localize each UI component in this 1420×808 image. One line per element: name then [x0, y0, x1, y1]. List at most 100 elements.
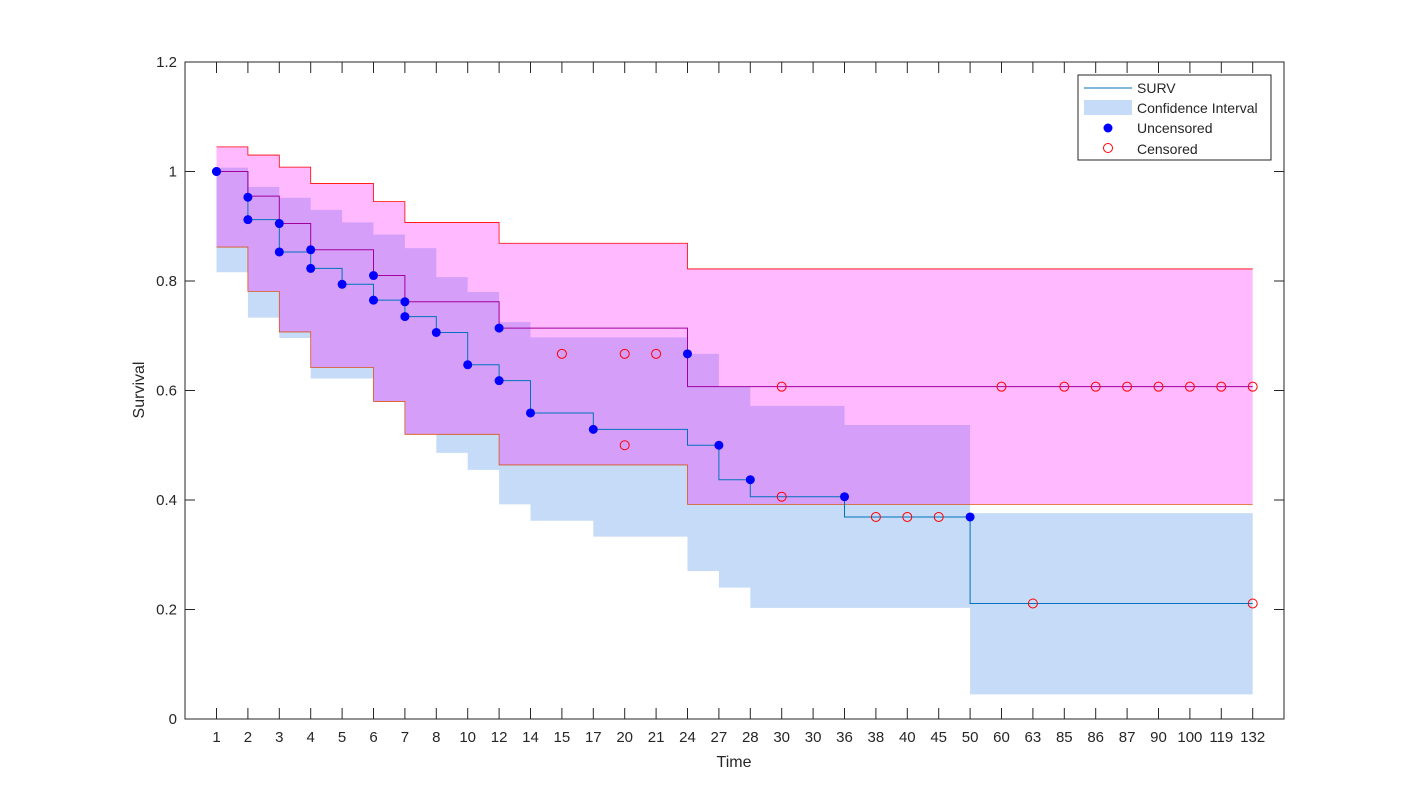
- x-tick-label: 60: [993, 729, 1010, 746]
- censored-marker-group-2: [1090, 381, 1101, 392]
- censored-marker-group-1: [1247, 598, 1258, 609]
- x-tick-label: 38: [868, 729, 885, 746]
- x-tick-label: 7: [401, 729, 409, 746]
- uncensored-marker-group-2: [274, 219, 284, 229]
- x-tick-label: 4: [307, 729, 315, 746]
- uncensored-marker-group-1: [840, 492, 849, 502]
- uncensored-marker-group-2: [494, 323, 504, 333]
- censored-marker-group-1: [1027, 598, 1038, 609]
- legend-swatch-censored: [1103, 143, 1113, 153]
- uncensored-marker-group-1: [463, 360, 473, 370]
- survival-curve-layer: [216, 171, 1253, 604]
- confidence-interval-layer: [216, 146, 1253, 695]
- uncensored-marker-group-1: [306, 263, 316, 273]
- uncensored-marker-group-1: [526, 408, 535, 418]
- uncensored-marker-group-1: [965, 512, 975, 522]
- censored-marker-group-1: [619, 440, 630, 451]
- uncensored-marker-group-1: [274, 247, 284, 257]
- legend-swatch-ci: [1084, 100, 1132, 115]
- censored-marker-group-1: [933, 511, 944, 522]
- x-tick-label: 119: [1209, 729, 1233, 746]
- uncensored-marker-group-2: [212, 167, 221, 176]
- uncensored-marker-group-1: [494, 376, 504, 386]
- censored-marker-group-2: [1247, 381, 1258, 392]
- censored-marker-group-2: [556, 348, 567, 359]
- legend-label-surv: SURV: [1137, 80, 1176, 96]
- legend-box: [1077, 74, 1272, 161]
- legend-label-ci: Confidence Interval: [1137, 100, 1258, 116]
- uncensored-marker-group-1: [745, 475, 755, 485]
- x-tick-label: 30: [805, 729, 822, 746]
- legend: SURV Confidence Interval Uncensored Cens…: [1077, 74, 1272, 161]
- censored-marker-group-2: [1184, 381, 1195, 392]
- x-tick-label: 85: [1056, 729, 1073, 746]
- uncensored-marker-group-2: [306, 245, 316, 255]
- uncensored-marker-group-1: [243, 215, 253, 225]
- x-tick-label: 87: [1119, 729, 1136, 746]
- uncensored-marker-group-2: [400, 297, 410, 307]
- ci-upper-border-group-2: [216, 146, 1253, 270]
- x-tick-label: 45: [930, 729, 947, 746]
- x-tick-label: 90: [1150, 729, 1167, 746]
- y-tick-label: 0.6: [156, 383, 177, 400]
- y-tick-label: 0: [169, 711, 177, 728]
- censored-marker-group-2: [651, 348, 662, 359]
- x-axis-title: Time: [717, 754, 752, 771]
- x-tick-label: 20: [616, 729, 633, 746]
- censored-marker-group-2: [776, 381, 787, 392]
- x-tick-label: 2: [244, 729, 252, 746]
- y-tick-label: 0.8: [156, 273, 177, 290]
- x-tick-label: 10: [459, 729, 476, 746]
- x-tick-label: 24: [679, 729, 696, 746]
- x-tick-label: 3: [275, 729, 283, 746]
- x-tick-label: 40: [899, 729, 916, 746]
- y-tick-label: 0.4: [156, 492, 177, 509]
- y-tick-label: 1.2: [156, 54, 177, 71]
- legend-swatch-uncensored: [1103, 123, 1113, 133]
- ci-band-group-1: [216, 167, 1253, 695]
- x-tick-label: 17: [585, 729, 602, 746]
- x-tick-label: 86: [1087, 729, 1104, 746]
- x-tick-label: 6: [369, 729, 377, 746]
- uncensored-marker-group-1: [337, 279, 347, 289]
- x-tick-label: 8: [432, 729, 440, 746]
- uncensored-marker-group-1: [588, 424, 598, 434]
- legend-label-uncensored: Uncensored: [1137, 120, 1213, 136]
- surv-curve-group-1: [216, 171, 1253, 604]
- censored-marker-group-2: [996, 381, 1007, 392]
- x-tick-label: 36: [836, 729, 853, 746]
- legend-label-censored: Censored: [1137, 141, 1198, 157]
- y-axis-title: Survival: [131, 362, 148, 419]
- x-tick-label: 27: [711, 729, 728, 746]
- surv-curve-group-2: [216, 171, 1253, 388]
- x-tick-label: 5: [338, 729, 346, 746]
- ci-lower-border-group-2: [216, 246, 1253, 505]
- x-tick-label: 15: [554, 729, 571, 746]
- axis-layer: 00.20.40.60.811.21 2 3 4 5 6 7 8 10 12 14 15 17 20 21 2…: [156, 54, 1284, 746]
- censored-marker-group-2: [619, 348, 630, 359]
- marker-layer: [212, 167, 1258, 609]
- uncensored-marker-group-2: [683, 349, 692, 359]
- uncensored-marker-group-1: [714, 440, 724, 450]
- x-tick-label: 100: [1177, 729, 1202, 746]
- censored-marker-group-2: [1153, 381, 1164, 392]
- uncensored-marker-group-2: [243, 192, 253, 202]
- censored-marker-group-2: [1216, 381, 1227, 392]
- censored-marker-group-2: [1122, 381, 1133, 392]
- x-tick-label: 21: [648, 729, 665, 746]
- uncensored-marker-group-1: [431, 327, 441, 337]
- y-tick-label: 1: [169, 164, 177, 181]
- x-tick-label: 30: [773, 729, 790, 746]
- uncensored-marker-group-1: [400, 312, 410, 322]
- uncensored-marker-group-2: [369, 271, 378, 281]
- censored-marker-group-1: [902, 511, 913, 522]
- censored-marker-group-1: [776, 491, 787, 502]
- x-tick-label: 63: [1025, 729, 1042, 746]
- y-tick-label: 0.2: [156, 602, 177, 619]
- censored-marker-group-2: [1059, 381, 1070, 392]
- x-tick-label: 14: [522, 729, 539, 746]
- uncensored-marker-group-1: [369, 295, 378, 305]
- x-tick-label: 1: [212, 729, 220, 746]
- x-tick-label: 50: [962, 729, 979, 746]
